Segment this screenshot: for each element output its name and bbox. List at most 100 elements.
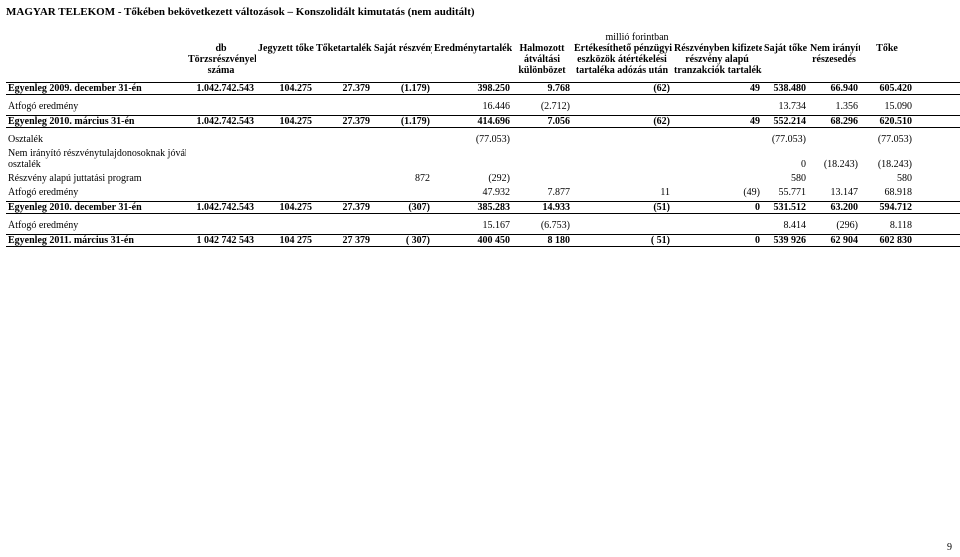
table-cell xyxy=(314,159,372,170)
table-cell: 27.379 xyxy=(314,202,372,214)
hdr-shares-l2: Törzsrészvények xyxy=(186,54,256,65)
table-cell: (2.712) xyxy=(512,101,572,112)
table-cell xyxy=(186,101,256,112)
table-row: Egyenleg 2010. december 31-én 1.042.742.… xyxy=(6,202,960,214)
table-cell xyxy=(572,159,672,170)
table-cell: 7.877 xyxy=(512,187,572,198)
table-cell: 414.696 xyxy=(432,116,512,128)
table-cell xyxy=(372,220,432,231)
table-cell: 15.167 xyxy=(432,220,512,231)
table-cell: 400 450 xyxy=(432,235,512,247)
hdr-sajat-reszveny: Saját részvény xyxy=(372,43,432,76)
hdr-reszvenyben-l2: részvény alapú xyxy=(672,54,762,65)
table-cell xyxy=(256,220,314,231)
table-cell: 0 xyxy=(672,202,762,214)
table-cell xyxy=(512,134,572,145)
table-cell xyxy=(672,159,762,170)
table-cell: (292) xyxy=(432,173,512,184)
row-label: Nem irányító részvénytulajdonosoknak jóv… xyxy=(6,148,186,159)
hdr-halmozott-l1: Halmozott xyxy=(512,43,572,54)
table-cell: (1.179) xyxy=(372,116,432,128)
table-cell: ( 51) xyxy=(572,235,672,247)
table-row: osztalék 0(18.243)(18.243) xyxy=(6,159,960,170)
row-label: osztalék xyxy=(6,159,186,170)
hdr-nemiranyito-l2: részesedés xyxy=(808,54,860,65)
hdr-ertekesitheto-l2: eszközök átértékelési xyxy=(572,54,672,65)
table-cell: (18.243) xyxy=(860,159,914,170)
table-cell: 580 xyxy=(860,173,914,184)
table-cell: (77.053) xyxy=(762,134,808,145)
table-row: Osztalék (77.053)(77.053)(77.053) xyxy=(6,134,960,145)
table-row: Nem irányító részvénytulajdonosoknak jóv… xyxy=(6,148,960,159)
row-label: Átfogó eredmény xyxy=(6,220,186,231)
page-title: MAGYAR TELEKOM - Tőkében bekövetkezett v… xyxy=(6,6,954,18)
unit-label: millió forintban xyxy=(512,32,762,43)
table-cell: (77.053) xyxy=(432,134,512,145)
hdr-reszvenyben-l3: tranzakciók tartaléka xyxy=(672,65,762,76)
table-row: Egyenleg 2010. március 31-én 1.042.742.5… xyxy=(6,116,960,128)
table-cell xyxy=(314,220,372,231)
table-cell: 539 926 xyxy=(762,235,808,247)
table-cell: 63.200 xyxy=(808,202,860,214)
table-cell: 14.933 xyxy=(512,202,572,214)
hdr-jegyzett: Jegyzett tőke xyxy=(256,43,314,76)
table-row: Egyenleg 2011. március 31-én 1 042 742 5… xyxy=(6,235,960,247)
table-cell: 104.275 xyxy=(256,202,314,214)
table-cell xyxy=(372,101,432,112)
table-cell: 1.042.742.543 xyxy=(186,116,256,128)
table-cell: 594.712 xyxy=(860,202,914,214)
hdr-sajat-toke: Saját tőke xyxy=(762,43,808,76)
table-cell: (62) xyxy=(572,116,672,128)
table-cell: 872 xyxy=(372,173,432,184)
table-cell: 13.734 xyxy=(762,101,808,112)
table-cell: 11 xyxy=(572,187,672,198)
table-cell xyxy=(314,101,372,112)
table-cell xyxy=(186,220,256,231)
table-row: Átfogó eredmény 47.9327.87711(49)55.7711… xyxy=(6,187,960,198)
hdr-eredmeny: Eredménytartalék xyxy=(432,43,512,76)
table-cell: 68.296 xyxy=(808,116,860,128)
table-cell xyxy=(672,101,762,112)
table-cell: (18.243) xyxy=(808,159,860,170)
table-cell xyxy=(314,134,372,145)
table-cell xyxy=(572,220,672,231)
hdr-toke: Tőke xyxy=(860,43,914,76)
table-cell: 620.510 xyxy=(860,116,914,128)
table-cell xyxy=(372,187,432,198)
hdr-shares-l1: db xyxy=(186,43,256,54)
table-row: Átfogó eredmény 16.446(2.712)13.7341.356… xyxy=(6,101,960,112)
table-cell: (49) xyxy=(672,187,762,198)
hdr-reszvenyben-l1: Részvényben kifizetett xyxy=(672,43,762,54)
table-cell xyxy=(186,134,256,145)
table-cell: 398.250 xyxy=(432,83,512,95)
table-cell: 49 xyxy=(672,83,762,95)
table-cell xyxy=(186,187,256,198)
table-cell xyxy=(512,173,572,184)
table-cell xyxy=(372,134,432,145)
table-cell: 580 xyxy=(762,173,808,184)
table-cell: 15.090 xyxy=(860,101,914,112)
row-label: Egyenleg 2009. december 31-én xyxy=(6,83,186,95)
table-cell: 104.275 xyxy=(256,83,314,95)
table-cell xyxy=(256,159,314,170)
table-cell: 9.768 xyxy=(512,83,572,95)
table-cell: 0 xyxy=(762,159,808,170)
table-cell xyxy=(572,101,672,112)
table-cell: 47.932 xyxy=(432,187,512,198)
table-cell: 13.147 xyxy=(808,187,860,198)
table-cell xyxy=(572,134,672,145)
table-cell: (1.179) xyxy=(372,83,432,95)
table-cell xyxy=(572,173,672,184)
table-cell: 62 904 xyxy=(808,235,860,247)
table-cell: 55.771 xyxy=(762,187,808,198)
table-cell: 1 042 742 543 xyxy=(186,235,256,247)
hdr-shares-l3: száma xyxy=(186,65,256,76)
table-cell: 49 xyxy=(672,116,762,128)
hdr-toketartalek: Tőketartalék xyxy=(314,43,372,76)
table-cell: 552.214 xyxy=(762,116,808,128)
hdr-ertekesitheto-l3: tartaléka adózás után xyxy=(572,65,672,76)
table-cell xyxy=(186,159,256,170)
table-cell xyxy=(256,134,314,145)
row-label: Egyenleg 2010. december 31-én xyxy=(6,202,186,214)
table-cell: ( 307) xyxy=(372,235,432,247)
